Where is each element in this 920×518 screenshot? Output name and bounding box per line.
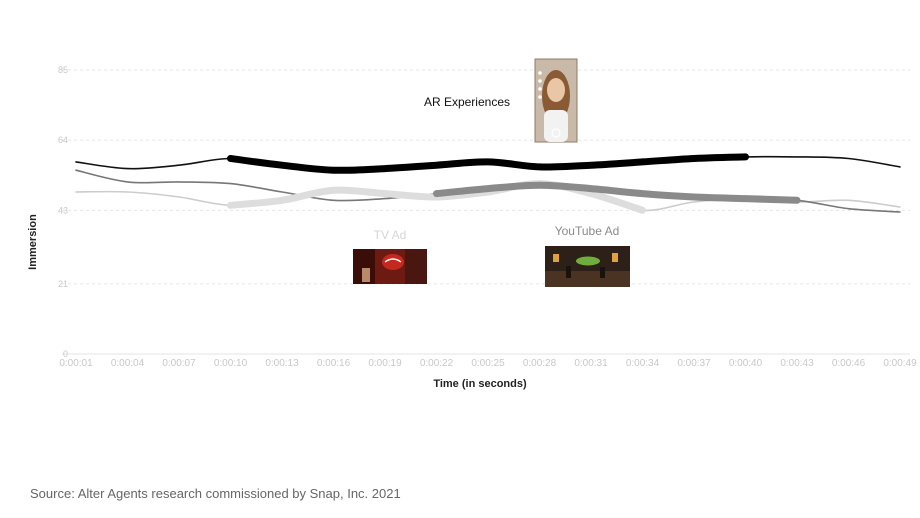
x-tick-label: 0:00:07 (162, 358, 196, 369)
x-tick-label: 0:00:40 (729, 358, 763, 369)
x-tick-label: 0:00:22 (420, 358, 454, 369)
source-note: Source: Alter Agents research commission… (30, 486, 401, 501)
series-highlight-2 (433, 181, 801, 204)
annotation-label-tv-ad: TV Ad (374, 228, 407, 242)
annotation-label-youtube-ad: YouTube Ad (555, 224, 620, 238)
y-axis-ticks: 0 21 43 64 85 (58, 65, 68, 359)
x-axis-ticks: 0:00:01 0:00:04 0:00:07 0:00:10 0:00:13 0:00:… (59, 358, 917, 369)
x-tick-label: 0:00:19 (368, 358, 402, 369)
x-tick-label: 0:00:43 (780, 358, 814, 369)
x-tick-label: 0:00:10 (214, 358, 248, 369)
annotation-label-ar-experiences: AR Experiences (424, 95, 510, 109)
series-highlight-1 (227, 153, 749, 174)
gridlines (62, 69, 910, 355)
x-tick-label: 0:00:46 (832, 358, 866, 369)
series-lines (75, 153, 901, 214)
x-axis-title: Time (in seconds) (433, 378, 527, 390)
x-tick-label: 0:00:04 (111, 358, 145, 369)
x-tick-label: 0:00:01 (59, 358, 93, 369)
x-tick-label: 0:00:31 (574, 358, 608, 369)
x-tick-label: 0:00:13 (265, 358, 299, 369)
y-tick-label: 0 (63, 349, 68, 359)
x-tick-label: 0:00:16 (317, 358, 351, 369)
x-tick-label: 0:00:34 (626, 358, 660, 369)
annotation-thumbnails (353, 58, 630, 287)
x-tick-label: 0:00:49 (883, 358, 917, 369)
y-tick-label: 43 (58, 205, 68, 215)
y-tick-label: 85 (58, 65, 68, 75)
x-tick-label: 0:00:28 (523, 358, 557, 369)
y-tick-label: 64 (58, 135, 68, 145)
coca-cola-ad-thumbnail (353, 249, 427, 284)
restaurant-scene-thumbnail (545, 246, 630, 287)
y-tick-label: 21 (58, 279, 68, 289)
x-tick-label: 0:00:37 (677, 358, 711, 369)
selfie-thumbnail (534, 58, 578, 143)
x-tick-label: 0:00:25 (471, 358, 505, 369)
y-axis-title: Immersion (27, 214, 39, 270)
